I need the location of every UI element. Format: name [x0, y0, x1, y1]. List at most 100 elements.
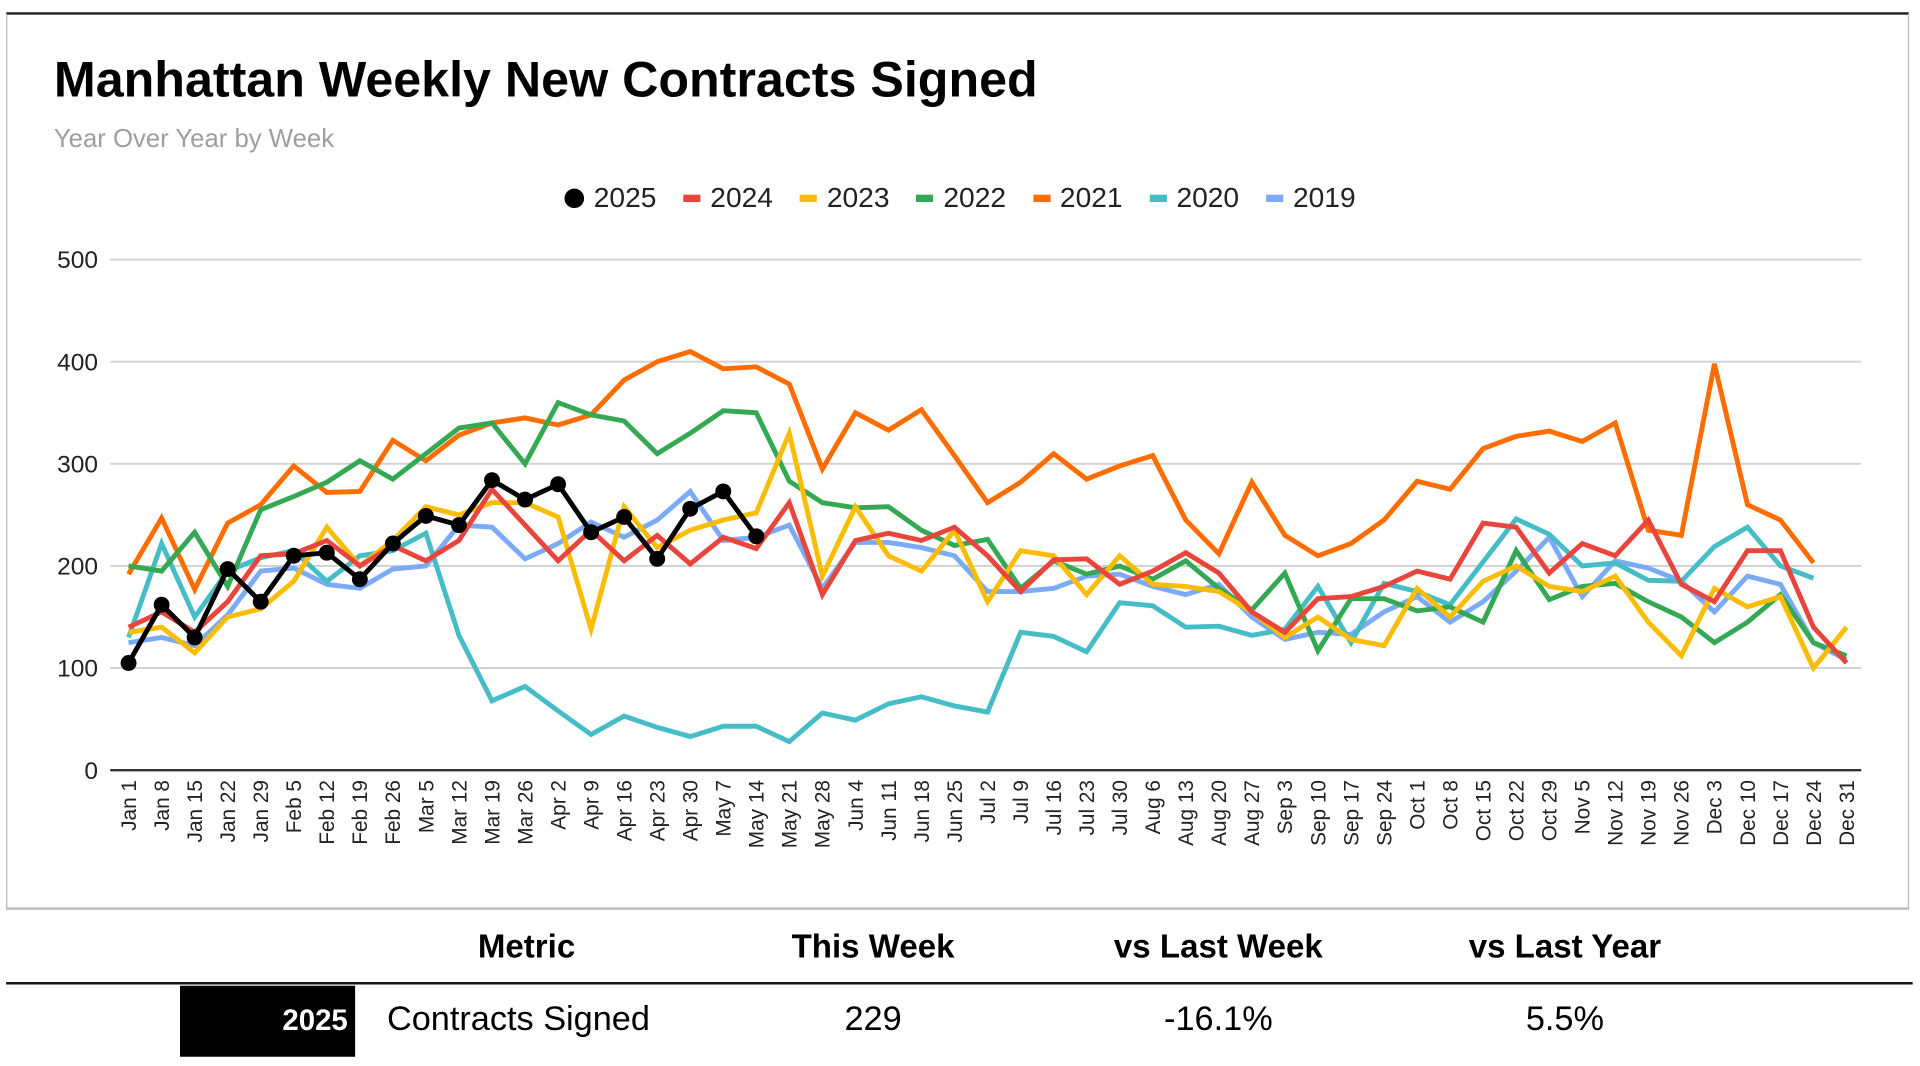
y-tick-label: 0 — [84, 758, 98, 785]
x-tick-label: Apr 9 — [580, 780, 603, 830]
x-tick-label: Jul 2 — [977, 780, 1000, 824]
x-tick-label: Apr 30 — [680, 780, 703, 841]
x-tick-label: Oct 15 — [1472, 780, 1495, 841]
x-tick-label: Jan 1 — [118, 780, 141, 831]
series-line-2020 — [126, 515, 1815, 745]
y-tick-label: 300 — [57, 451, 98, 478]
series-line-2019 — [128, 487, 1848, 663]
legend: 2025 2024 2023 2022 2021 2020 2019 — [0, 181, 1920, 214]
x-tick-label: Feb 5 — [283, 780, 306, 833]
x-tick-label: Jun 4 — [845, 780, 868, 831]
legend-label: 2025 — [593, 181, 657, 214]
data-point-2025 — [616, 508, 633, 525]
x-tick-label: Jul 23 — [1076, 780, 1099, 836]
x-tick-label: Jul 16 — [1043, 780, 1066, 836]
data-point-2025 — [715, 483, 732, 500]
x-tick-label: Mar 5 — [415, 780, 438, 833]
x-tick-label: Jan 29 — [250, 780, 273, 842]
series-line-2023 — [128, 425, 1849, 673]
x-tick-label: Jan 15 — [184, 780, 207, 842]
data-point-2025 — [550, 476, 567, 493]
x-tick-label: Oct 22 — [1506, 780, 1529, 841]
x-tick-label: Aug 6 — [1142, 780, 1165, 834]
y-tick-label: 100 — [57, 656, 98, 683]
x-tick-label: Jun 18 — [911, 780, 934, 842]
chart-card — [6, 12, 1909, 910]
y-tick-label: 200 — [57, 554, 98, 581]
x-tick-label: Aug 27 — [1241, 780, 1264, 846]
legend-line-icon — [1149, 194, 1167, 202]
x-tick-label: Oct 29 — [1539, 780, 1562, 841]
x-tick-label: Dec 10 — [1737, 780, 1760, 846]
vs-last-year-value: 5.5% — [1525, 999, 1604, 1038]
x-tick-label: Mar 12 — [448, 780, 471, 845]
x-tick-label: Nov 12 — [1605, 780, 1628, 846]
x-tick-label: Nov 5 — [1572, 780, 1595, 834]
x-tick-label: May 7 — [713, 780, 736, 837]
x-tick-label: Sep 17 — [1340, 780, 1363, 846]
chart-subtitle: Year Over Year by Week — [53, 124, 335, 154]
data-point-2025 — [285, 547, 302, 564]
y-tick-label: 500 — [57, 247, 98, 274]
x-tick-label: Sep 3 — [1274, 780, 1297, 834]
data-point-2025 — [583, 524, 600, 541]
data-point-2025 — [120, 655, 137, 671]
x-tick-label: Nov 26 — [1671, 780, 1694, 846]
legend-label: 2023 — [826, 181, 890, 214]
y-tick-label: 400 — [57, 349, 98, 376]
x-tick-label: Jun 11 — [878, 780, 901, 841]
x-tick-label: Aug 13 — [1175, 780, 1198, 846]
series-line-2022 — [128, 399, 1848, 659]
metric-name: Contracts Signed — [386, 999, 650, 1038]
header-this-week: This Week — [791, 928, 955, 965]
x-tick-label: Apr 2 — [547, 780, 570, 830]
x-tick-label: Apr 23 — [647, 780, 670, 841]
x-tick-label: Dec 17 — [1770, 780, 1793, 846]
series-line-2021 — [126, 348, 1816, 596]
x-tick-label: May 14 — [746, 780, 769, 848]
line-chart: 0 100 200 300 400 500 Jan 1 Jan 8 Jan 15 Jan 22 Ja… — [57, 247, 1862, 848]
data-point-2025 — [384, 535, 401, 552]
x-tick-label: May 28 — [812, 780, 835, 848]
legend-item-2022: 2022 — [916, 181, 1006, 214]
header-vs-last-week: vs Last Week — [1113, 928, 1323, 965]
x-tick-label: Dec 24 — [1803, 780, 1826, 846]
data-point-2025 — [318, 544, 335, 561]
data-point-2025 — [682, 500, 699, 517]
legend-line-icon — [1032, 194, 1051, 202]
x-tick-label: Aug 20 — [1208, 780, 1231, 846]
legend-item-2024: 2024 — [683, 181, 773, 214]
x-tick-label: Jun 25 — [944, 780, 967, 842]
x-tick-label: Feb 12 — [316, 780, 339, 845]
x-tick-label: Apr 16 — [613, 780, 636, 841]
header-vs-last-year: vs Last Year — [1468, 928, 1662, 965]
data-point-2025 — [153, 596, 170, 613]
legend-label: 2019 — [1292, 181, 1356, 214]
legend-label: 2020 — [1176, 181, 1240, 214]
vs-last-week-value: -16.1% — [1164, 999, 1273, 1038]
legend-item-2025: 2025 — [564, 181, 656, 214]
legend-item-2019: 2019 — [1266, 181, 1356, 214]
legend-label: 2022 — [943, 181, 1007, 214]
x-tick-label: Jul 9 — [1010, 780, 1033, 824]
legend-item-2023: 2023 — [799, 181, 890, 214]
data-point-2025 — [351, 571, 368, 588]
x-tick-label: Sep 10 — [1307, 780, 1330, 846]
legend-label: 2021 — [1059, 181, 1123, 214]
x-tick-label: Dec 31 — [1836, 780, 1859, 846]
legend-line-icon — [916, 194, 934, 202]
data-point-2025 — [450, 517, 467, 534]
series-line-2024 — [127, 485, 1849, 665]
data-point-2025 — [417, 507, 434, 524]
legend-label: 2024 — [710, 181, 773, 214]
x-tick-label: Feb 26 — [382, 780, 405, 845]
table-divider — [6, 982, 1913, 985]
x-tick-label: Oct 8 — [1439, 780, 1462, 830]
chart-title: Manhattan Weekly New Contracts Signed — [53, 51, 1038, 108]
legend-line-icon — [799, 194, 818, 202]
x-tick-label: Sep 24 — [1373, 780, 1396, 846]
this-week-value: 229 — [844, 999, 902, 1038]
x-tick-label: Dec 3 — [1704, 780, 1727, 834]
x-tick-label: Jan 8 — [151, 780, 174, 831]
